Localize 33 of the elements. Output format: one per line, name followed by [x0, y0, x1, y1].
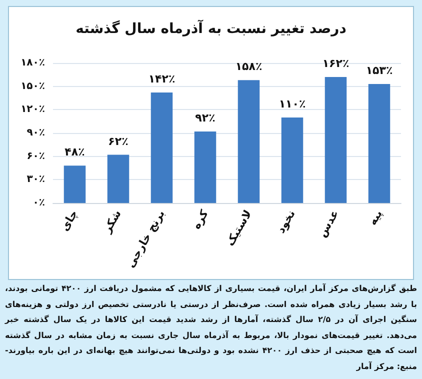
- data-label: ۱۶۲٪: [322, 57, 350, 70]
- y-tick-label: ۳۰٪: [26, 174, 45, 186]
- bar: [107, 154, 130, 203]
- y-tick-label: ۱۸۰٪: [20, 58, 45, 68]
- x-tick-label: چای: [58, 208, 80, 234]
- text: طبق گزارش‌های مرکز آمار ایران، قیمت بسیاری از کالاهایی که مشمول دریافت ارز ۴۲۰۰ تومانی بودند، با رشد بسیار زیادی همراه شده است. صرف‌نظر از درستی یا نادرستی تخصیص ارز دولتی و هزینه‌های سنگین اجرای آن در ۲/۵ سال گذشته، آمارها از رشد شدید قیمت این کالاها در یک سال گذشته خبر می‌دهد. تغییر قیمت‌های نمودار بالا، مربوط به آذرماه سال جاری نسبت به زمان مشابه در سال گذشته است که هیچ صحبتی از حذف ارز ۴۲۰۰ نشده بود و دولتی‌ها نمی‌توانند هیچ بهانه‌ای در این باره بیاورند- منبع: مرکز آمار: [5, 282, 418, 373]
- y-tick-label: ۱۵۰٪: [20, 80, 45, 92]
- data-label: ۹۲٪: [195, 111, 216, 124]
- x-tick-label: پیه: [366, 208, 385, 228]
- bar: [194, 131, 216, 203]
- x-tick-label: نخود: [274, 208, 298, 236]
- data-label: ۶۲٪: [108, 134, 128, 148]
- chart-title: درصد تغییر نسبت به آذرماه سال گذشته: [76, 19, 346, 37]
- bar: [281, 117, 304, 203]
- bar: [368, 84, 390, 203]
- data-label: ۱۵۸٪: [235, 60, 262, 74]
- x-tick-label: شکر: [100, 208, 124, 236]
- data-label: ۱۴۲٪: [148, 72, 176, 86]
- x-tick-label: لاستیک: [224, 208, 254, 248]
- bar: [324, 77, 347, 203]
- data-label: ۴۸٪: [64, 146, 85, 159]
- data-label: ۱۵۳٪: [366, 64, 393, 77]
- data-label: ۱۱۰٪: [278, 97, 306, 110]
- x-tick-label: عدس: [316, 208, 342, 240]
- y-tick-label: ۹۰٪: [26, 128, 45, 138]
- y-tick-label: ۱۲۰٪: [20, 104, 45, 116]
- y-tick-label: ۰٪: [32, 198, 45, 208]
- x-tick-label: برنج خارجی: [124, 208, 168, 270]
- bar: [238, 80, 260, 203]
- bar: [150, 92, 173, 203]
- x-tick-label: کره: [190, 207, 212, 232]
- bar: [64, 166, 86, 203]
- y-tick-label: ۶۰٪: [26, 150, 45, 162]
